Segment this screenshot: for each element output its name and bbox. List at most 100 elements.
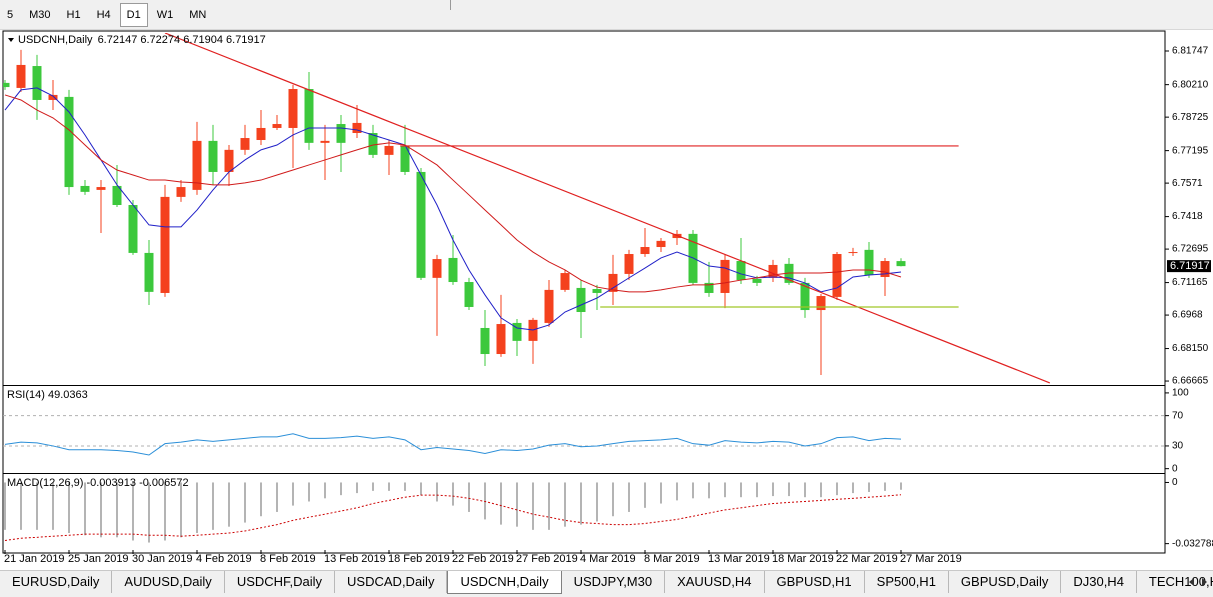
y-tick-label: 100 [1172, 388, 1189, 399]
y-tick-label: 6.6968 [1172, 310, 1203, 321]
y-tick-label: 6.7418 [1172, 211, 1203, 222]
candle-body [880, 261, 890, 277]
symbol-tabs: EURUSD,Daily AUDUSD,Daily USDCHF,Daily USDC… [0, 570, 1213, 597]
panel-title: RSI(14) 49.0363 [7, 389, 88, 401]
symbol-tab[interactable]: XAUUSD,H4 [665, 571, 765, 593]
x-tick-label: 13 Mar 2019 [708, 553, 770, 565]
scroll-left[interactable] [1189, 578, 1194, 586]
timeframe-button[interactable]: H4 [96, 8, 111, 21]
symbol-tab[interactable]: USDCHF,Daily [225, 571, 336, 593]
price-panel [3, 33, 1051, 384]
candle-body [208, 140, 218, 172]
x-tick-label: 18 Mar 2019 [772, 553, 834, 565]
candle-body [3, 82, 10, 88]
x-tick-label: 22 Mar 2019 [836, 553, 898, 565]
candle-body [48, 94, 58, 100]
x-tick-label: 30 Jan 2019 [132, 553, 193, 565]
x-tick-label: 21 Jan 2019 [4, 553, 65, 565]
timeframe-button[interactable]: W1 [156, 8, 174, 21]
y-tick-label: 0 [1172, 463, 1178, 474]
symbol-tab[interactable]: SP500,H1 [865, 571, 949, 593]
timeframe-button[interactable]: 5 [7, 8, 14, 21]
candle-body [192, 140, 202, 190]
x-tick-label: 27 Feb 2019 [516, 553, 578, 565]
y-tick-label: 0 [1172, 477, 1178, 488]
moving-average [4, 87, 902, 331]
candle-body [96, 187, 106, 190]
symbol-title: USDCNH,Daily [18, 34, 93, 46]
rsi-panel [4, 433, 902, 456]
rsi-line [4, 433, 902, 456]
symbol-tab[interactable]: GBPUSD,H1 [765, 571, 865, 593]
candle-body [128, 204, 138, 253]
symbol-tab[interactable]: GBPUSD,Daily [949, 571, 1062, 593]
y-tick-label: 6.78725 [1172, 112, 1209, 123]
symbol-tab[interactable]: USDCAD,Daily [335, 571, 448, 593]
y-tick-label: 30 [1172, 441, 1184, 452]
timeframe-button[interactable]: M30 [29, 8, 51, 21]
timeframe-button[interactable]: H1 [66, 8, 81, 21]
symbol-tab[interactable]: DJ30,H4 [1061, 571, 1137, 593]
x-tick-label: 8 Feb 2019 [260, 553, 316, 565]
candle-body [848, 252, 858, 254]
candle-body [256, 127, 266, 141]
chart: 6.66665 6.68150 6.6968 6.71165 6.72695 6.7418… [2, 30, 1213, 565]
x-tick-label: 4 Mar 2019 [580, 553, 636, 565]
separator [450, 0, 451, 10]
candle-body [464, 282, 474, 307]
tab-scroll[interactable] [1183, 571, 1213, 593]
candle-body [32, 66, 42, 100]
y-tick-label: 6.68150 [1172, 343, 1209, 354]
candle-body [608, 273, 618, 292]
symbol-tab[interactable]: USDJPY,M30 [562, 571, 666, 593]
timeframe-button[interactable]: MN [189, 8, 207, 21]
drawn-line [164, 33, 1051, 384]
symbol-tab[interactable]: USDCNH,Daily [447, 571, 562, 594]
candle-body [624, 254, 634, 274]
candle-body [480, 327, 490, 355]
y-tick-label: 6.7571 [1172, 178, 1203, 189]
candle-body [224, 149, 234, 172]
chart-title: USDCNH,Daily 6.72147 6.72274 6.71904 6.71… [18, 34, 266, 46]
candle-body [752, 278, 762, 283]
y-tick-label: 6.80210 [1172, 79, 1209, 90]
candle-body [384, 145, 394, 155]
candle-body [576, 287, 586, 313]
symbol-tab[interactable]: TECH100,H1 [1137, 571, 1213, 593]
ohlc-label: 6.72147 6.72274 6.71904 6.71917 [98, 34, 266, 46]
candle-body [656, 240, 666, 248]
candle-body [496, 324, 506, 355]
scroll-right[interactable] [1202, 578, 1207, 586]
x-tick-label: 25 Jan 2019 [68, 553, 129, 565]
candle-body [512, 322, 522, 341]
candle-body [896, 261, 906, 267]
y-tick-label: 6.72695 [1172, 244, 1209, 255]
symbol-tab[interactable]: AUDUSD,Daily [112, 571, 225, 593]
y-tick-label: 6.77195 [1172, 145, 1209, 156]
y-tick-label: 6.81747 [1172, 46, 1209, 57]
candle-body [704, 282, 714, 293]
y-tick-label: 6.71165 [1172, 277, 1208, 288]
timeframe-button[interactable]: D1 [119, 2, 148, 27]
candle-body [288, 89, 298, 128]
x-tick-label: 4 Feb 2019 [196, 553, 252, 565]
candle-body [272, 124, 282, 128]
candle-body [144, 252, 154, 292]
candle-body [592, 289, 602, 293]
macd-panel [4, 482, 902, 543]
candle-body [64, 96, 74, 188]
y-tick-label: 6.66665 [1172, 376, 1209, 387]
symbol-tab[interactable]: EURUSD,Daily [0, 571, 113, 593]
panel-title: MACD(12,26,9) -0.003913 -0.006572 [7, 477, 189, 489]
timeframe-toolbar: 5 M30 H1 H4 D1 W1 MN [0, 0, 1213, 30]
candle-body [112, 185, 122, 205]
candle-body [432, 259, 442, 278]
candle-body [816, 296, 826, 311]
x-tick-label: 27 Mar 2019 [900, 553, 962, 565]
candle-body [800, 282, 810, 311]
candle-body [336, 124, 346, 143]
price-tag [1167, 260, 1211, 273]
candle-body [368, 133, 378, 155]
candle-body [16, 64, 26, 88]
